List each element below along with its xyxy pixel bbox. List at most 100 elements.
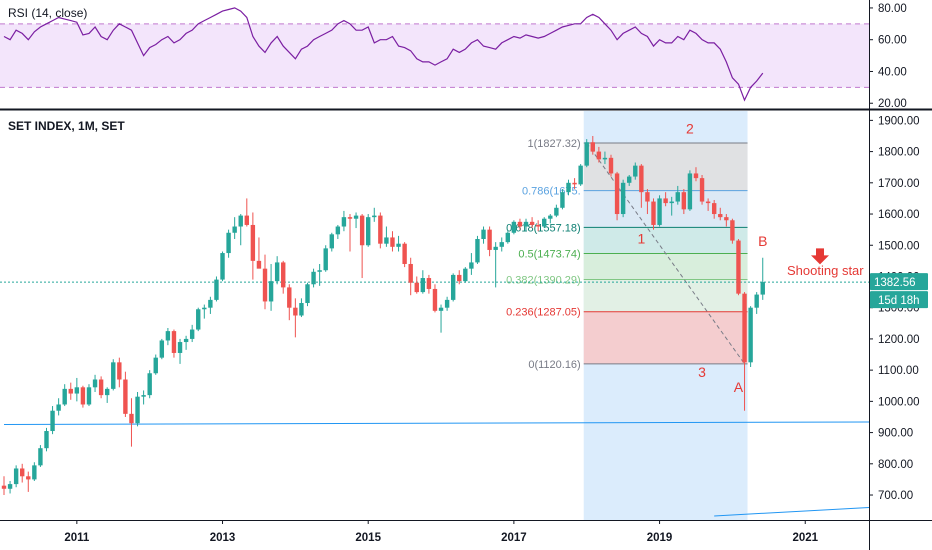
candle bbox=[390, 231, 395, 252]
candle bbox=[135, 391, 140, 427]
candle-body bbox=[74, 387, 80, 394]
candle-body bbox=[760, 282, 765, 295]
candle-body bbox=[86, 387, 92, 405]
candle-body bbox=[141, 395, 146, 397]
candle-body bbox=[341, 217, 347, 227]
candle bbox=[414, 276, 419, 294]
candle-body bbox=[572, 182, 577, 185]
candle bbox=[408, 257, 413, 296]
candle-body bbox=[50, 410, 55, 432]
candle bbox=[730, 218, 735, 244]
price-tick-label: 1100.00 bbox=[878, 365, 919, 377]
candle-body bbox=[542, 218, 547, 227]
last-price-label: 1382.56 bbox=[874, 277, 916, 289]
candle-body bbox=[323, 248, 328, 271]
candle bbox=[50, 406, 55, 435]
time-tick-label: 2021 bbox=[792, 532, 818, 544]
candle-body bbox=[135, 396, 140, 424]
candle-body bbox=[669, 201, 674, 204]
candle-body bbox=[372, 215, 377, 218]
candle-body bbox=[256, 260, 262, 269]
candle bbox=[347, 214, 353, 252]
annotation-label: 3 bbox=[698, 364, 706, 380]
candle-body bbox=[62, 388, 67, 405]
candle-body bbox=[432, 288, 438, 311]
candle-body bbox=[396, 243, 401, 247]
candle bbox=[7, 480, 13, 494]
candle-body bbox=[590, 142, 595, 152]
candle bbox=[183, 335, 189, 350]
candle bbox=[481, 226, 486, 244]
candle bbox=[584, 139, 589, 168]
candle-body bbox=[535, 224, 541, 227]
candle-body bbox=[736, 240, 741, 294]
candle bbox=[171, 329, 177, 358]
candle-body bbox=[220, 253, 225, 280]
candle bbox=[705, 198, 711, 211]
candle bbox=[366, 214, 371, 247]
candle bbox=[420, 270, 426, 294]
candle bbox=[432, 284, 438, 313]
candle-body bbox=[238, 215, 243, 227]
candle bbox=[353, 212, 359, 229]
candle bbox=[523, 218, 529, 232]
candle-body bbox=[420, 278, 426, 293]
price-tick-label: 1500.00 bbox=[878, 240, 920, 252]
price-tick-label: 1900.00 bbox=[878, 115, 920, 127]
candle-body bbox=[214, 279, 219, 300]
candle bbox=[566, 179, 571, 196]
candle-body bbox=[481, 229, 486, 240]
candle bbox=[86, 384, 92, 407]
candle bbox=[323, 245, 328, 272]
candle-body bbox=[493, 246, 498, 250]
candle bbox=[639, 164, 644, 208]
candle-body bbox=[153, 357, 158, 374]
candle-body bbox=[353, 215, 359, 219]
fib-level-label: 0.236(1287.05) bbox=[506, 307, 581, 319]
candle bbox=[596, 146, 602, 163]
candle-body bbox=[129, 413, 134, 424]
candle-body bbox=[463, 268, 468, 282]
fib-zone bbox=[583, 143, 748, 191]
rsi-tick-label: 20.00 bbox=[878, 98, 907, 110]
candle-body bbox=[450, 274, 456, 300]
candle-body bbox=[123, 379, 128, 414]
candle bbox=[426, 274, 432, 294]
price-pane-title: SET INDEX, 1M, SET bbox=[8, 119, 125, 133]
candle bbox=[590, 135, 595, 155]
candle-body bbox=[584, 142, 589, 166]
candle-body bbox=[250, 224, 256, 261]
candle bbox=[123, 371, 128, 417]
candle-body bbox=[202, 307, 207, 310]
candle-body bbox=[639, 165, 644, 193]
candle bbox=[293, 298, 298, 338]
candle bbox=[274, 256, 280, 285]
candle-body bbox=[305, 284, 310, 304]
candle-body bbox=[1, 485, 7, 489]
candle-body bbox=[444, 299, 450, 308]
candle bbox=[614, 171, 620, 221]
candle bbox=[220, 251, 225, 282]
candle-body bbox=[299, 303, 304, 316]
fibonacci-retracement[interactable]: 1(1827.32)0.786(1675.0.618(1557.18)0.5(1… bbox=[506, 111, 748, 520]
candle bbox=[699, 175, 705, 205]
rsi-tick-label: 40.00 bbox=[878, 66, 907, 78]
candle bbox=[68, 382, 73, 400]
candle-body bbox=[754, 294, 759, 308]
candle bbox=[262, 254, 268, 310]
candle bbox=[165, 327, 171, 346]
candle-body bbox=[196, 309, 201, 330]
candle bbox=[32, 462, 37, 481]
candle bbox=[736, 239, 741, 296]
candle-body bbox=[523, 221, 529, 227]
candle bbox=[675, 185, 680, 205]
candle bbox=[317, 263, 322, 286]
candle bbox=[529, 217, 535, 229]
candles-group bbox=[1, 135, 765, 496]
candle-body bbox=[438, 307, 444, 311]
time-tick-label: 2013 bbox=[210, 532, 236, 544]
candle-body bbox=[718, 214, 723, 218]
candle-body bbox=[620, 182, 626, 215]
fib-level-label: 0.5(1473.74) bbox=[518, 248, 580, 260]
